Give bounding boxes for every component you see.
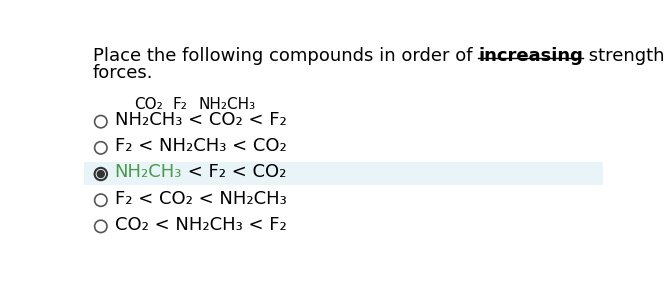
- Text: < F₂ < CO₂: < F₂ < CO₂: [182, 164, 287, 181]
- Text: F₂: F₂: [173, 97, 188, 112]
- Text: strength of intermolecular: strength of intermolecular: [583, 47, 670, 65]
- Text: F₂ < CO₂ < NH₂CH₃: F₂ < CO₂ < NH₂CH₃: [115, 190, 287, 208]
- Text: CO₂ < NH₂CH₃ < F₂: CO₂ < NH₂CH₃ < F₂: [115, 216, 287, 234]
- FancyBboxPatch shape: [84, 162, 603, 185]
- Text: forces.: forces.: [93, 64, 153, 82]
- Text: NH₂CH₃ < CO₂ < F₂: NH₂CH₃ < CO₂ < F₂: [115, 111, 287, 129]
- Text: NH₂CH₃: NH₂CH₃: [115, 164, 182, 181]
- Circle shape: [97, 171, 105, 177]
- Text: NH₂CH₃: NH₂CH₃: [198, 97, 255, 112]
- Text: F₂ < NH₂CH₃ < CO₂: F₂ < NH₂CH₃ < CO₂: [115, 137, 287, 155]
- Text: CO₂: CO₂: [134, 97, 163, 112]
- Text: Place the following compounds in order of: Place the following compounds in order o…: [93, 47, 478, 65]
- Text: increasing: increasing: [478, 47, 583, 65]
